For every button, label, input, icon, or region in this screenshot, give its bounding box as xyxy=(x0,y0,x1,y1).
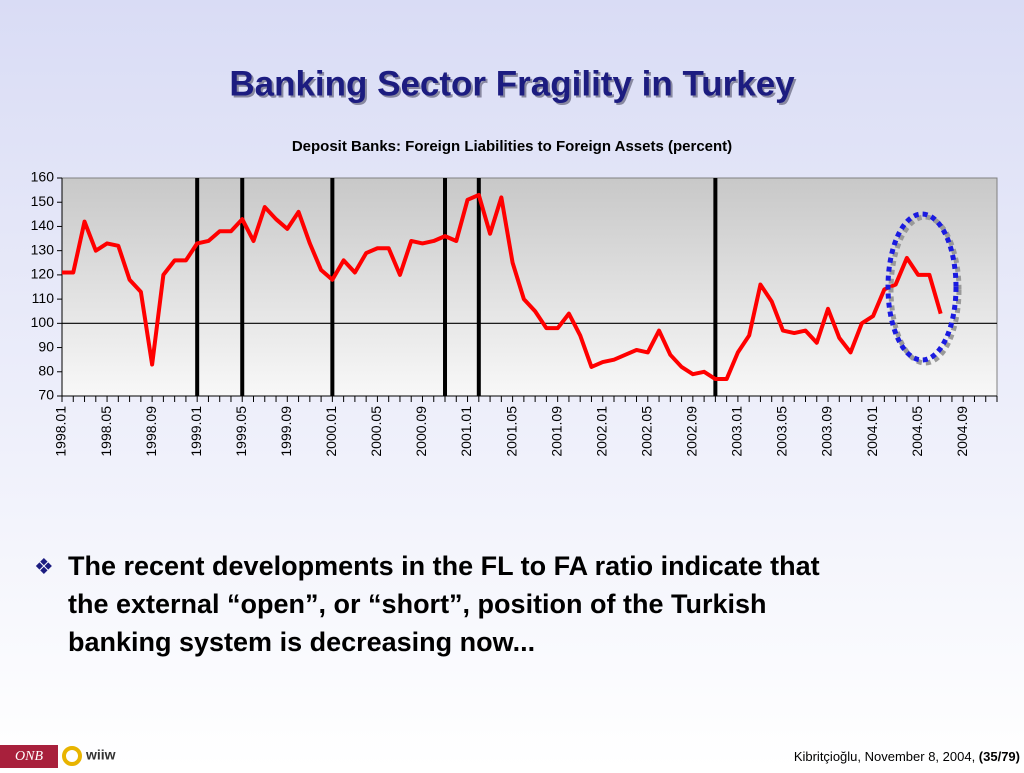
title-shadow: Banking Sector Fragility in Turkey xyxy=(231,66,797,105)
series-line xyxy=(62,192,943,382)
y-tick-label: 150 xyxy=(31,193,55,209)
highlight-shadow xyxy=(888,214,962,366)
x-tick-label: 2001.01 xyxy=(458,406,474,457)
y-tick-label: 70 xyxy=(38,387,54,403)
x-tick-label: 1998.09 xyxy=(143,406,159,457)
y-tick-label: 110 xyxy=(32,290,55,306)
body-text: the external “open”, or “short”, positio… xyxy=(68,589,767,619)
x-tick-label: 2001.05 xyxy=(503,406,519,457)
logo-onb: ONB xyxy=(15,749,43,764)
x-tick-label: 2002.01 xyxy=(593,406,609,457)
y-tick-label: 140 xyxy=(31,217,55,233)
y-tick-label: 90 xyxy=(38,338,54,354)
x-tick-label: 1999.01 xyxy=(188,406,204,457)
x-tick-label: 2000.01 xyxy=(323,406,339,457)
x-tick-label: 2002.05 xyxy=(638,406,654,457)
x-tick-label: 2002.09 xyxy=(684,406,700,457)
body-text: The recent developments in the FL to FA … xyxy=(68,551,820,581)
x-tick-label: 2004.01 xyxy=(864,406,880,457)
x-tick-label: 2003.05 xyxy=(774,406,790,457)
x-tick-label: 2004.09 xyxy=(954,406,970,457)
logo-wiiw: wiiw xyxy=(85,747,116,763)
footer-author: Kibritçioğlu, November 8, 2004, xyxy=(794,749,979,764)
x-tick-label: 2004.05 xyxy=(909,406,925,457)
chart-title: Deposit Banks: Foreign Liabilities to Fo… xyxy=(292,138,732,155)
footer-text: Kibritçioğlu, November 8, 2004, (35/79) xyxy=(794,749,1020,764)
x-tick-label: 2003.09 xyxy=(819,406,835,457)
x-tick-label: 1998.01 xyxy=(53,406,69,457)
x-tick-label: 1998.05 xyxy=(98,406,114,457)
x-tick-label: 2001.09 xyxy=(548,406,564,457)
y-tick-label: 100 xyxy=(31,314,55,330)
plot-area xyxy=(61,177,998,397)
x-tick-label: 2000.05 xyxy=(368,406,384,457)
y-tick-label: 160 xyxy=(31,169,55,185)
y-tick-label: 120 xyxy=(31,266,55,282)
logo-box xyxy=(0,745,58,768)
chart: 70 80 90 100 110 120 130 140 150 160 1998.01 1998.0… xyxy=(31,169,998,457)
y-tick-label: 80 xyxy=(38,362,54,378)
highlight-ellipse xyxy=(885,211,959,363)
x-tick-label: 2003.01 xyxy=(729,406,745,457)
x-tick-label: 2000.09 xyxy=(413,406,429,457)
body-text: banking system is decreasing now... xyxy=(68,627,535,657)
slide-title: Banking Sector Fragility in Turkey xyxy=(229,64,795,103)
y-tick-label: 130 xyxy=(31,241,55,257)
page-number: (35/79) xyxy=(979,749,1020,764)
x-tick-label: 1999.05 xyxy=(233,406,249,457)
bullet: ❖ xyxy=(34,554,54,579)
logo-icon xyxy=(62,746,82,766)
x-tick-label: 1999.09 xyxy=(278,406,294,457)
